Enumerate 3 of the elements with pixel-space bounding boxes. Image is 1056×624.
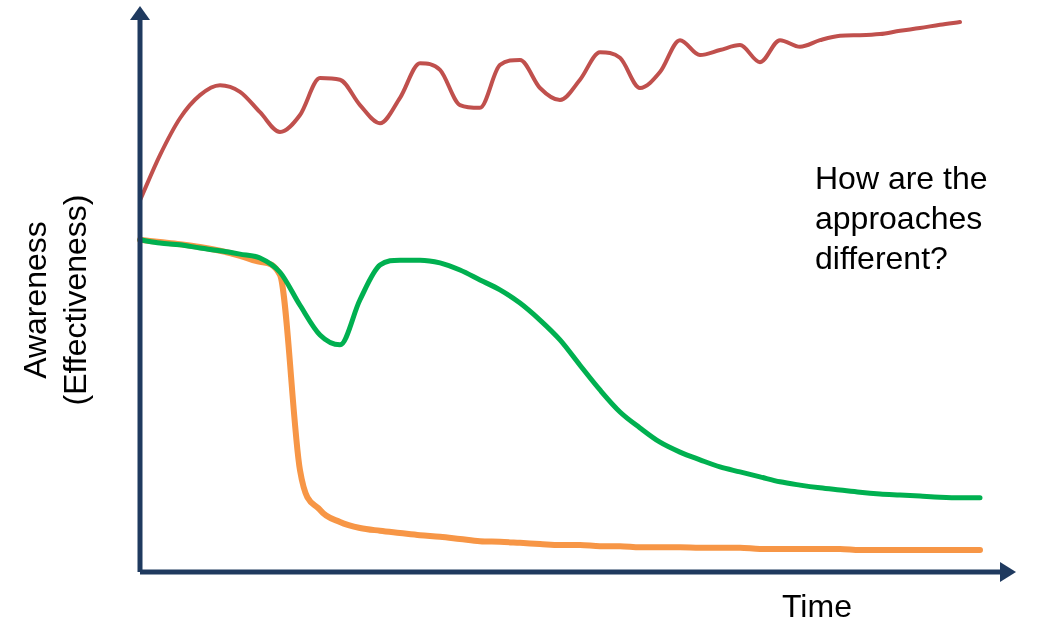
x-axis-title: Time [782, 587, 852, 624]
annotation: How are the approaches different? [815, 159, 989, 278]
y-axis-title: Awareness (Effectiveness) [16, 194, 94, 406]
